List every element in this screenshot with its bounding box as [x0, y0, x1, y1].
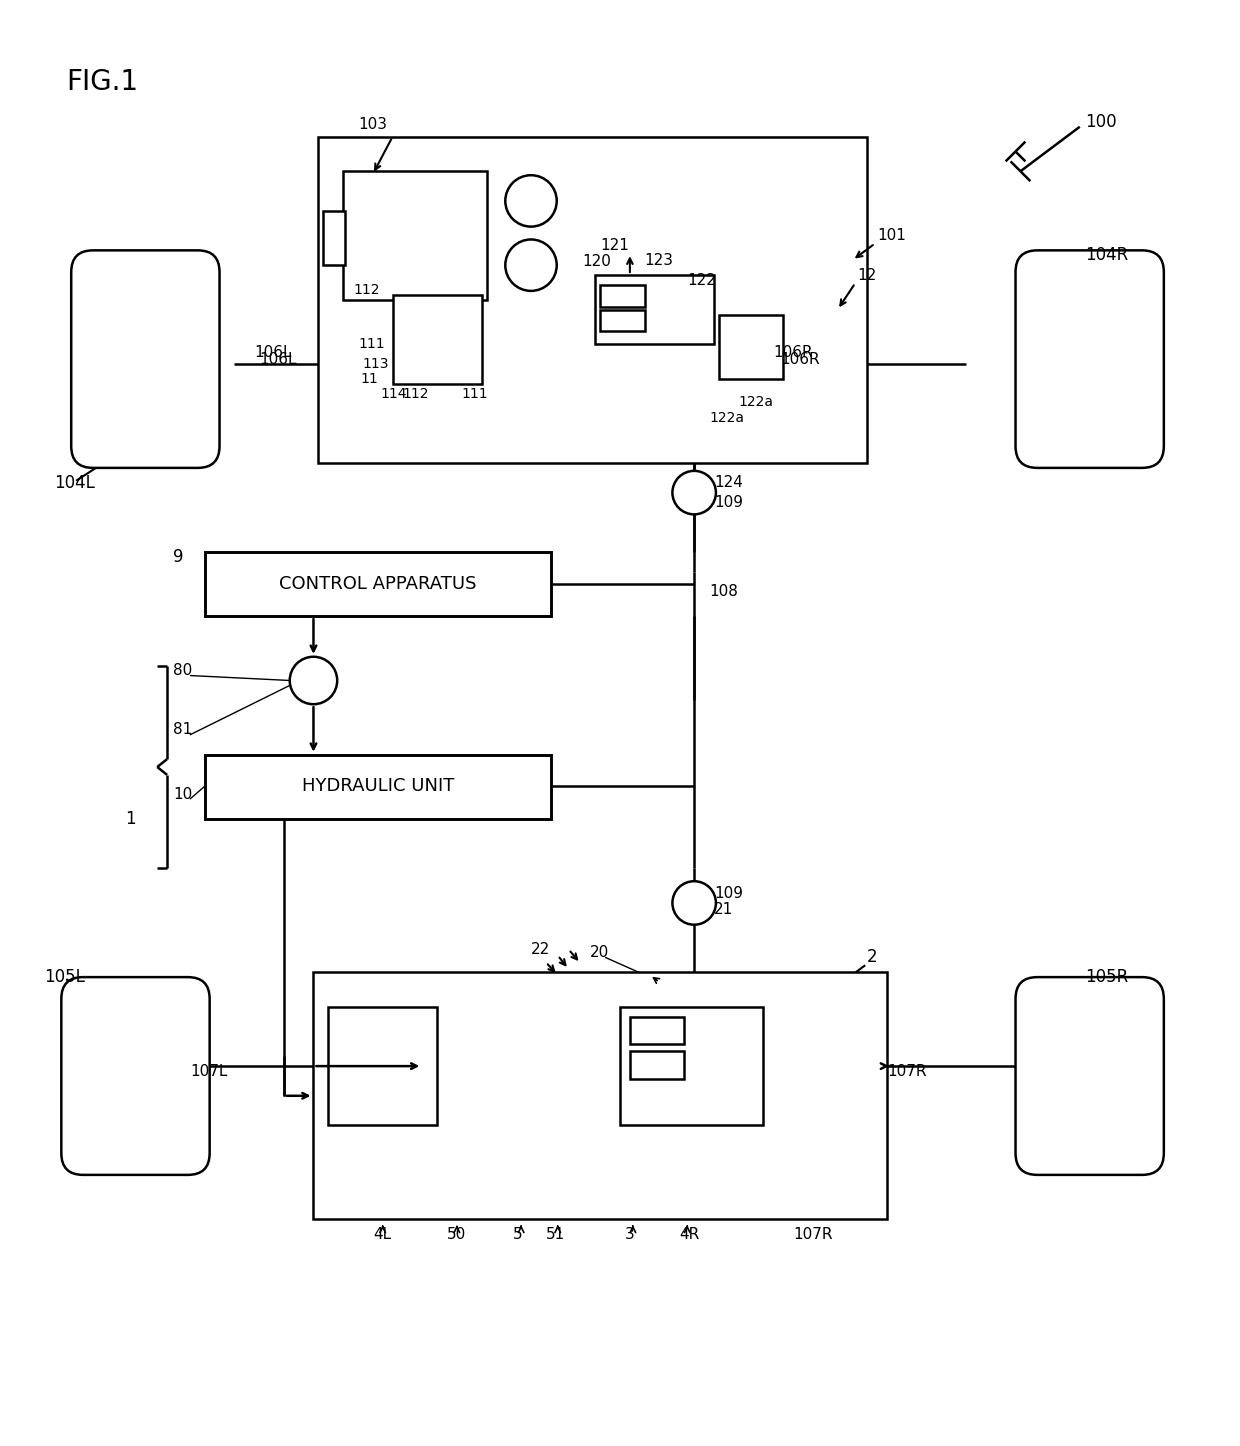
Text: 106L: 106L	[254, 344, 291, 360]
Bar	[393, 295, 481, 383]
Circle shape	[672, 881, 715, 924]
Text: 101: 101	[877, 228, 906, 243]
Text: 4L: 4L	[373, 1226, 391, 1242]
Text: 108: 108	[709, 584, 738, 599]
Text: 10: 10	[174, 787, 192, 801]
Bar	[600, 285, 645, 307]
Text: 124: 124	[714, 476, 743, 490]
Bar	[630, 1017, 684, 1044]
Text: 123: 123	[645, 253, 673, 268]
Bar	[719, 315, 784, 379]
Text: CONTROL APPARATUS: CONTROL APPARATUS	[279, 574, 476, 593]
Bar	[630, 1051, 684, 1079]
Text: 104L: 104L	[55, 474, 95, 492]
Bar	[324, 211, 345, 265]
Text: 111: 111	[358, 337, 384, 351]
Text: 109: 109	[714, 885, 743, 901]
Circle shape	[672, 471, 715, 515]
Circle shape	[290, 656, 337, 704]
Bar	[595, 275, 714, 344]
Bar	[600, 309, 645, 331]
Text: 5: 5	[513, 1226, 523, 1242]
Text: 80: 80	[174, 664, 192, 678]
FancyBboxPatch shape	[1016, 977, 1164, 1176]
Text: 122a: 122a	[739, 395, 774, 409]
Text: 1: 1	[125, 810, 136, 829]
Bar	[343, 171, 486, 299]
Text: HYDRAULIC UNIT: HYDRAULIC UNIT	[301, 778, 454, 795]
Text: 50: 50	[446, 1226, 466, 1242]
Text: 120: 120	[583, 253, 611, 269]
Text: 114: 114	[381, 386, 407, 401]
FancyBboxPatch shape	[1016, 250, 1164, 469]
Text: 11: 11	[360, 372, 378, 386]
Text: 106R: 106R	[774, 344, 813, 360]
Text: 3: 3	[625, 1226, 635, 1242]
Text: 21: 21	[714, 902, 733, 917]
Text: 107R: 107R	[887, 1064, 926, 1079]
Text: 122: 122	[687, 272, 717, 288]
Text: 51: 51	[546, 1226, 565, 1242]
FancyBboxPatch shape	[61, 977, 210, 1176]
Text: 112: 112	[353, 283, 379, 296]
Text: 12: 12	[857, 268, 877, 282]
Bar	[620, 1006, 764, 1125]
Bar	[205, 755, 551, 818]
FancyBboxPatch shape	[71, 250, 219, 469]
Text: 100: 100	[1085, 113, 1116, 130]
Text: 20: 20	[590, 944, 610, 960]
Text: 104R: 104R	[1085, 246, 1128, 265]
Text: 105L: 105L	[45, 969, 86, 986]
Text: 107R: 107R	[794, 1226, 832, 1242]
Text: 22: 22	[531, 941, 551, 957]
Text: 2: 2	[867, 949, 878, 966]
Text: 106R: 106R	[780, 351, 820, 367]
Text: FIG.1: FIG.1	[66, 68, 139, 97]
Text: 106L: 106L	[259, 351, 296, 367]
Text: 113: 113	[363, 357, 389, 372]
Text: 112: 112	[403, 386, 429, 401]
Circle shape	[505, 175, 557, 227]
Text: 9: 9	[174, 548, 184, 565]
Text: 103: 103	[358, 117, 387, 132]
Text: 122a: 122a	[709, 412, 744, 425]
Circle shape	[505, 240, 557, 291]
Text: 107L: 107L	[190, 1064, 227, 1079]
Text: 111: 111	[461, 386, 489, 401]
Text: 105R: 105R	[1085, 969, 1128, 986]
Text: 121: 121	[600, 239, 629, 253]
Text: 81: 81	[174, 723, 192, 737]
Bar	[319, 136, 867, 463]
Text: 109: 109	[714, 495, 743, 510]
Bar	[329, 1006, 436, 1125]
Text: 4R: 4R	[680, 1226, 699, 1242]
Bar	[205, 552, 551, 616]
Bar	[314, 972, 887, 1219]
